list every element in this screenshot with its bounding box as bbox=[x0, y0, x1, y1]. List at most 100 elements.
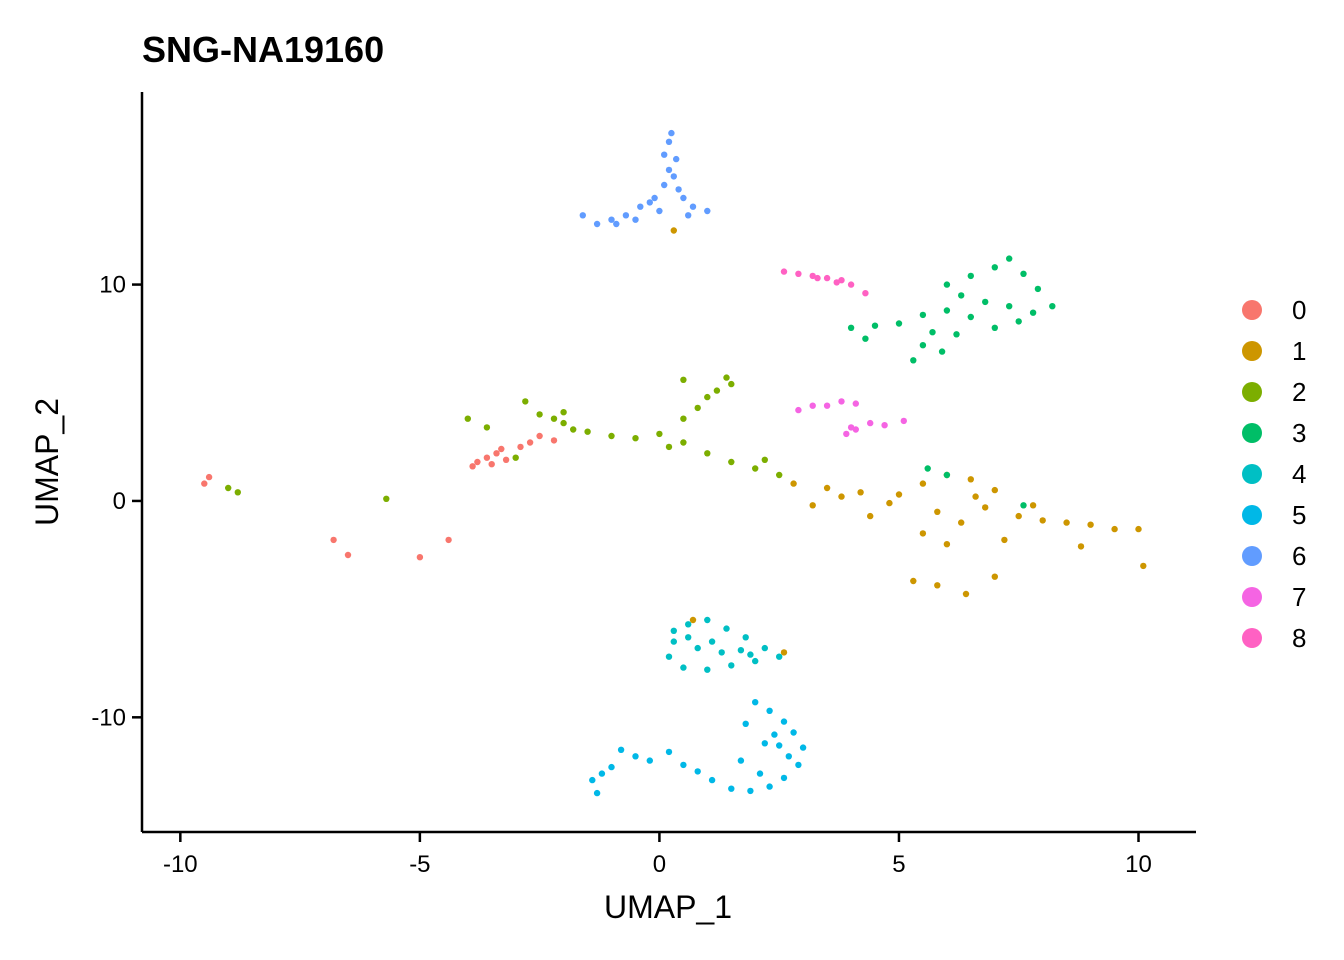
point-cluster-0-7 bbox=[517, 443, 524, 451]
point-cluster-4-4 bbox=[742, 634, 749, 641]
point-cluster-2-13 bbox=[680, 415, 687, 422]
point-cluster-5-26 bbox=[593, 789, 601, 797]
point-cluster-1-31 bbox=[867, 512, 874, 520]
point-cluster-0-9 bbox=[550, 437, 558, 444]
point-cluster-2-11 bbox=[752, 465, 759, 472]
point-cluster-6-8 bbox=[661, 151, 668, 158]
point-cluster-2-4 bbox=[584, 428, 591, 435]
legend-swatch-0 bbox=[1242, 300, 1262, 320]
y-tick-label: -10 bbox=[91, 704, 126, 731]
point-cluster-0-15 bbox=[416, 554, 424, 561]
legend-swatch-1 bbox=[1242, 341, 1262, 361]
point-cluster-3-5 bbox=[1034, 285, 1042, 293]
point-cluster-2-28 bbox=[665, 443, 673, 451]
point-cluster-3-25 bbox=[924, 465, 931, 472]
point-cluster-1-14 bbox=[1087, 521, 1094, 528]
point-cluster-0-3 bbox=[502, 456, 510, 463]
point-cluster-5-23 bbox=[737, 757, 745, 764]
y-tick-label: 0 bbox=[113, 488, 126, 515]
point-cluster-1-1 bbox=[823, 484, 831, 492]
y-axis-title: UMAP_2 bbox=[29, 398, 65, 526]
point-cluster-6-18 bbox=[613, 220, 620, 228]
point-cluster-3-8 bbox=[991, 324, 998, 331]
point-cluster-8-6 bbox=[814, 274, 821, 282]
point-cluster-8-3 bbox=[823, 274, 831, 282]
point-cluster-8-7 bbox=[862, 290, 869, 297]
point-cluster-2-7 bbox=[656, 430, 663, 438]
point-cluster-1-33 bbox=[780, 649, 788, 656]
point-cluster-4-18 bbox=[747, 651, 754, 658]
legend-label-0: 0 bbox=[1292, 295, 1306, 325]
point-cluster-1-20 bbox=[1001, 536, 1008, 544]
point-cluster-6-10 bbox=[668, 129, 675, 137]
point-cluster-1-24 bbox=[962, 590, 970, 598]
point-cluster-5-17 bbox=[780, 718, 788, 725]
point-cluster-5-20 bbox=[771, 731, 778, 738]
point-cluster-1-26 bbox=[972, 493, 979, 500]
point-cluster-5-0 bbox=[589, 776, 596, 784]
point-cluster-4-17 bbox=[708, 638, 716, 645]
point-cluster-4-12 bbox=[670, 638, 677, 645]
point-cluster-5-6 bbox=[665, 748, 673, 756]
point-cluster-8-1 bbox=[795, 270, 802, 277]
legend-swatch-2 bbox=[1242, 382, 1262, 402]
legend-label-6: 6 bbox=[1292, 541, 1306, 571]
point-cluster-5-7 bbox=[680, 761, 687, 769]
point-cluster-2-22 bbox=[512, 454, 519, 461]
point-cluster-1-32 bbox=[689, 616, 697, 624]
x-tick-label: 0 bbox=[653, 851, 666, 878]
point-cluster-5-13 bbox=[780, 774, 788, 782]
point-cluster-4-9 bbox=[704, 666, 711, 673]
point-cluster-5-15 bbox=[799, 744, 807, 751]
point-cluster-3-9 bbox=[967, 313, 974, 321]
point-cluster-3-3 bbox=[1006, 255, 1013, 262]
point-cluster-5-21 bbox=[785, 753, 792, 760]
point-cluster-5-10 bbox=[728, 785, 735, 792]
point-cluster-2-29 bbox=[761, 456, 768, 463]
y-axis-ticks: -10 0 10 bbox=[91, 272, 142, 731]
point-cluster-2-19 bbox=[723, 374, 730, 381]
point-cluster-4-3 bbox=[723, 625, 730, 632]
point-cluster-1-29 bbox=[838, 493, 845, 500]
point-cluster-1-17 bbox=[1140, 562, 1147, 570]
point-cluster-7-2 bbox=[838, 398, 845, 405]
legend-swatch-8 bbox=[1242, 628, 1262, 648]
point-cluster-1-27 bbox=[1029, 502, 1037, 509]
point-cluster-5-18 bbox=[766, 707, 773, 714]
point-cluster-6-4 bbox=[637, 203, 644, 210]
point-cluster-2-23 bbox=[234, 489, 241, 496]
point-cluster-6-3 bbox=[622, 212, 630, 219]
point-cluster-3-26 bbox=[943, 471, 951, 479]
point-cluster-2-3 bbox=[560, 419, 567, 427]
point-cluster-3-24 bbox=[862, 335, 869, 342]
series-0 bbox=[201, 432, 558, 561]
point-cluster-6-6 bbox=[661, 181, 668, 189]
point-cluster-4-8 bbox=[728, 662, 735, 669]
x-axis-title: UMAP_1 bbox=[604, 889, 732, 925]
point-cluster-5-9 bbox=[708, 776, 716, 784]
point-cluster-6-13 bbox=[689, 203, 697, 210]
point-cluster-8-8 bbox=[833, 279, 840, 286]
point-cluster-1-11 bbox=[1015, 512, 1022, 520]
point-cluster-2-10 bbox=[728, 458, 735, 466]
legend-label-7: 7 bbox=[1292, 582, 1306, 612]
point-cluster-3-20 bbox=[1006, 303, 1013, 310]
series-8 bbox=[780, 268, 869, 297]
point-cluster-6-5 bbox=[651, 194, 658, 202]
point-cluster-6-14 bbox=[704, 207, 711, 215]
point-cluster-0-11 bbox=[205, 473, 213, 481]
point-cluster-1-30 bbox=[809, 502, 816, 509]
point-cluster-4-16 bbox=[685, 634, 692, 641]
point-cluster-2-9 bbox=[704, 450, 711, 457]
series-1 bbox=[670, 227, 1147, 656]
point-cluster-1-19 bbox=[943, 541, 951, 548]
point-cluster-1-23 bbox=[934, 582, 941, 589]
point-cluster-7-0 bbox=[809, 402, 816, 409]
point-cluster-7-5 bbox=[843, 430, 850, 438]
point-cluster-2-26 bbox=[560, 409, 567, 416]
point-cluster-6-15 bbox=[685, 212, 692, 219]
point-cluster-3-11 bbox=[919, 311, 927, 319]
point-cluster-3-18 bbox=[958, 292, 965, 299]
point-cluster-2-25 bbox=[383, 495, 390, 502]
